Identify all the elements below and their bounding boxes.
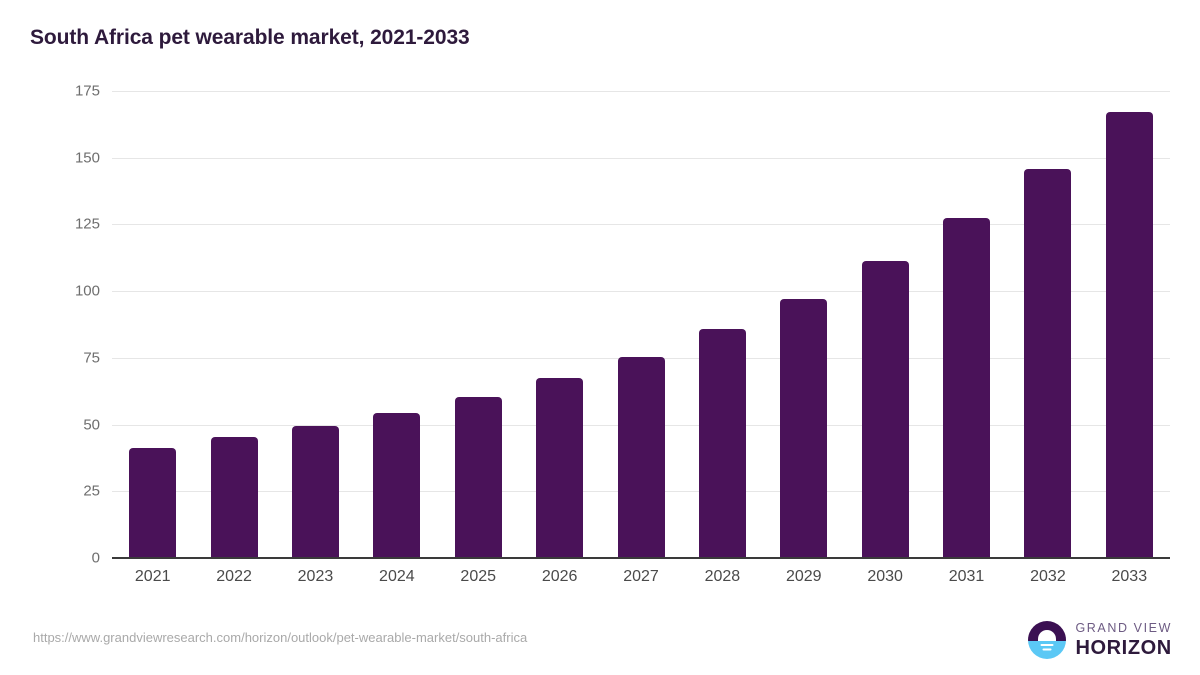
x-tick-label-2025: 2025 (460, 568, 497, 585)
y-tick-label: 175 (74, 82, 100, 100)
bar-2026[interactable] (536, 377, 584, 558)
y-tick-label: 50 (83, 416, 100, 434)
y-tick-label: 0 (91, 549, 100, 567)
y-tick-label: 100 (74, 282, 100, 300)
bar-2022[interactable] (210, 436, 258, 558)
x-tick-label-2030: 2030 (867, 568, 903, 585)
x-tick-label-2033: 2033 (1111, 568, 1148, 585)
x-axis-ticks: 2021 2022 2023 2024 2025 2026 2027 2028 2029 2030… (112, 568, 1170, 594)
bar-2023[interactable] (291, 425, 339, 558)
x-tick-label-2023: 2023 (297, 568, 334, 585)
plot-area (112, 91, 1170, 558)
y-tick-label: 75 (83, 349, 100, 367)
x-tick-label-2028: 2028 (704, 568, 741, 585)
y-tick-label: 125 (74, 215, 100, 233)
x-axis-line (112, 557, 1170, 559)
bar-2032[interactable] (1024, 168, 1072, 558)
horizon-logo-icon (1027, 620, 1067, 660)
y-tick-label: 150 (74, 149, 100, 167)
bar-2021[interactable] (129, 447, 177, 558)
x-tick-label-2022: 2022 (216, 568, 252, 585)
source-url[interactable]: https://www.grandviewresearch.com/horizo… (33, 630, 528, 645)
bar-2029[interactable] (780, 298, 828, 558)
bar-2025[interactable] (454, 396, 502, 558)
bar-2031[interactable] (943, 218, 991, 558)
x-tick-label-2029: 2029 (785, 568, 822, 585)
x-tick-label-2021: 2021 (134, 568, 171, 585)
brand-logo: GRAND VIEW HORIZON (1027, 618, 1172, 662)
bar-2033[interactable] (1105, 111, 1153, 558)
gridline (112, 157, 1170, 159)
bar-2028[interactable] (698, 329, 746, 558)
x-tick-label-2031: 2031 (948, 568, 985, 585)
logo-line-2: HORIZON (1075, 636, 1172, 659)
bar-2024[interactable] (373, 412, 421, 558)
x-tick-label-2027: 2027 (623, 568, 659, 585)
x-tick-label-2024: 2024 (379, 568, 415, 585)
bar-2030[interactable] (861, 260, 909, 558)
gridline (112, 91, 1170, 92)
x-tick-label-2032: 2032 (1030, 568, 1066, 585)
y-tick-label: 25 (83, 482, 100, 500)
gridline (112, 291, 1170, 293)
gridline (112, 224, 1170, 226)
logo-line-1: GRAND VIEW (1075, 621, 1172, 636)
y-axis-ticks: 0 25 50 75 100 125 150 175 (22, 84, 133, 566)
bar-2027[interactable] (617, 356, 665, 558)
page-title: South Africa pet wearable market, 2021-2… (30, 26, 470, 49)
x-tick-label-2026: 2026 (541, 568, 578, 585)
logo-wordmark: GRAND VIEW HORIZON (1075, 622, 1172, 658)
